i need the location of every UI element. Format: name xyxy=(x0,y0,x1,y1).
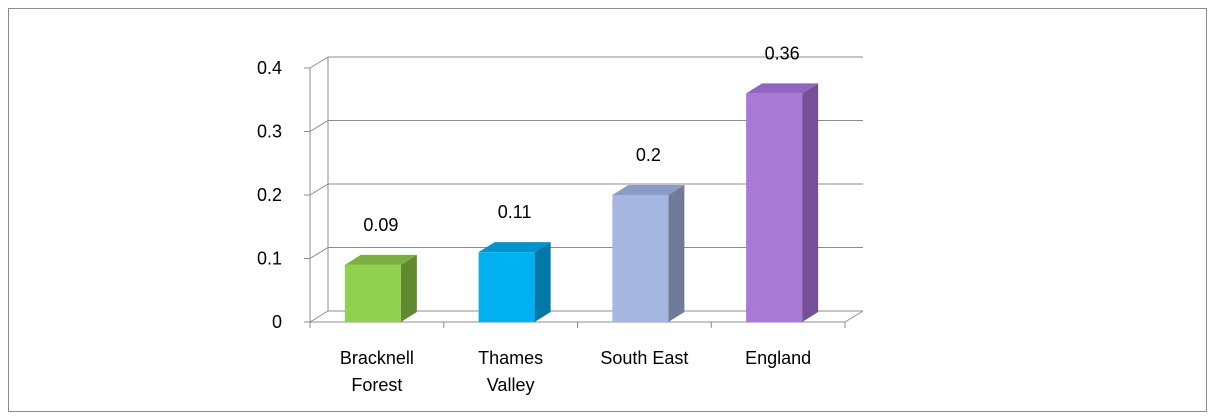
category-label-line-0-0: Bracknell xyxy=(340,348,414,368)
bar-0 xyxy=(344,254,417,322)
gridline-side-1 xyxy=(309,247,329,259)
category-labels: Bracknell Forest Thames Valley South East Eng… xyxy=(340,348,811,395)
category-label-3: England xyxy=(745,348,811,368)
bar-side-1 xyxy=(534,242,551,322)
data-label-3: 0.36 xyxy=(765,43,800,63)
category-label-2: South East xyxy=(600,348,688,368)
gridline-side-0 xyxy=(309,310,329,323)
y-tick-labels: 0 0.1 0.2 0.3 0.4 xyxy=(257,58,282,332)
bar-3 xyxy=(746,83,819,323)
bar-1 xyxy=(478,242,551,322)
gridline-side-3 xyxy=(309,120,329,132)
bar-side-0 xyxy=(400,254,417,322)
y-tick-label-1: 0.1 xyxy=(257,249,282,269)
category-label-line-1-0: Thames xyxy=(478,348,543,368)
bar-side-3 xyxy=(802,83,819,323)
bar-top-1 xyxy=(478,242,551,253)
floor-right-edge xyxy=(844,310,864,323)
gridline-side-2 xyxy=(309,183,329,196)
bar-top-3 xyxy=(746,83,819,94)
data-label-1: 0.11 xyxy=(498,202,532,222)
gridline-side-4 xyxy=(309,56,329,69)
bar-2 xyxy=(612,185,685,322)
chart-frame xyxy=(8,8,1207,412)
y-tick-label-3: 0.3 xyxy=(257,122,282,142)
category-label-line-3-0: England xyxy=(745,348,811,368)
bar-front-3 xyxy=(746,93,803,323)
bar-top-2 xyxy=(612,185,685,195)
data-label-2: 0.2 xyxy=(636,145,661,165)
category-label-1: Thames Valley xyxy=(478,348,543,395)
category-label-line-1-1: Valley xyxy=(487,375,535,395)
y-tick-label-0: 0 xyxy=(272,312,282,332)
bar-front-1 xyxy=(478,252,535,322)
bar-side-2 xyxy=(668,185,685,322)
bar-front-0 xyxy=(344,264,401,322)
y-tick-label-4: 0.4 xyxy=(257,58,282,78)
category-label-0: Bracknell Forest xyxy=(340,348,414,395)
bar-front-2 xyxy=(612,195,669,322)
category-label-line-0-1: Forest xyxy=(351,375,402,395)
data-labels: 0.09 0.11 0.2 0.36 xyxy=(363,43,799,234)
data-label-0: 0.09 xyxy=(363,215,398,235)
y-tick-label-2: 0.2 xyxy=(257,185,282,205)
bar-top-0 xyxy=(344,254,417,265)
bars xyxy=(344,83,819,323)
category-label-line-2-0: South East xyxy=(600,348,688,368)
